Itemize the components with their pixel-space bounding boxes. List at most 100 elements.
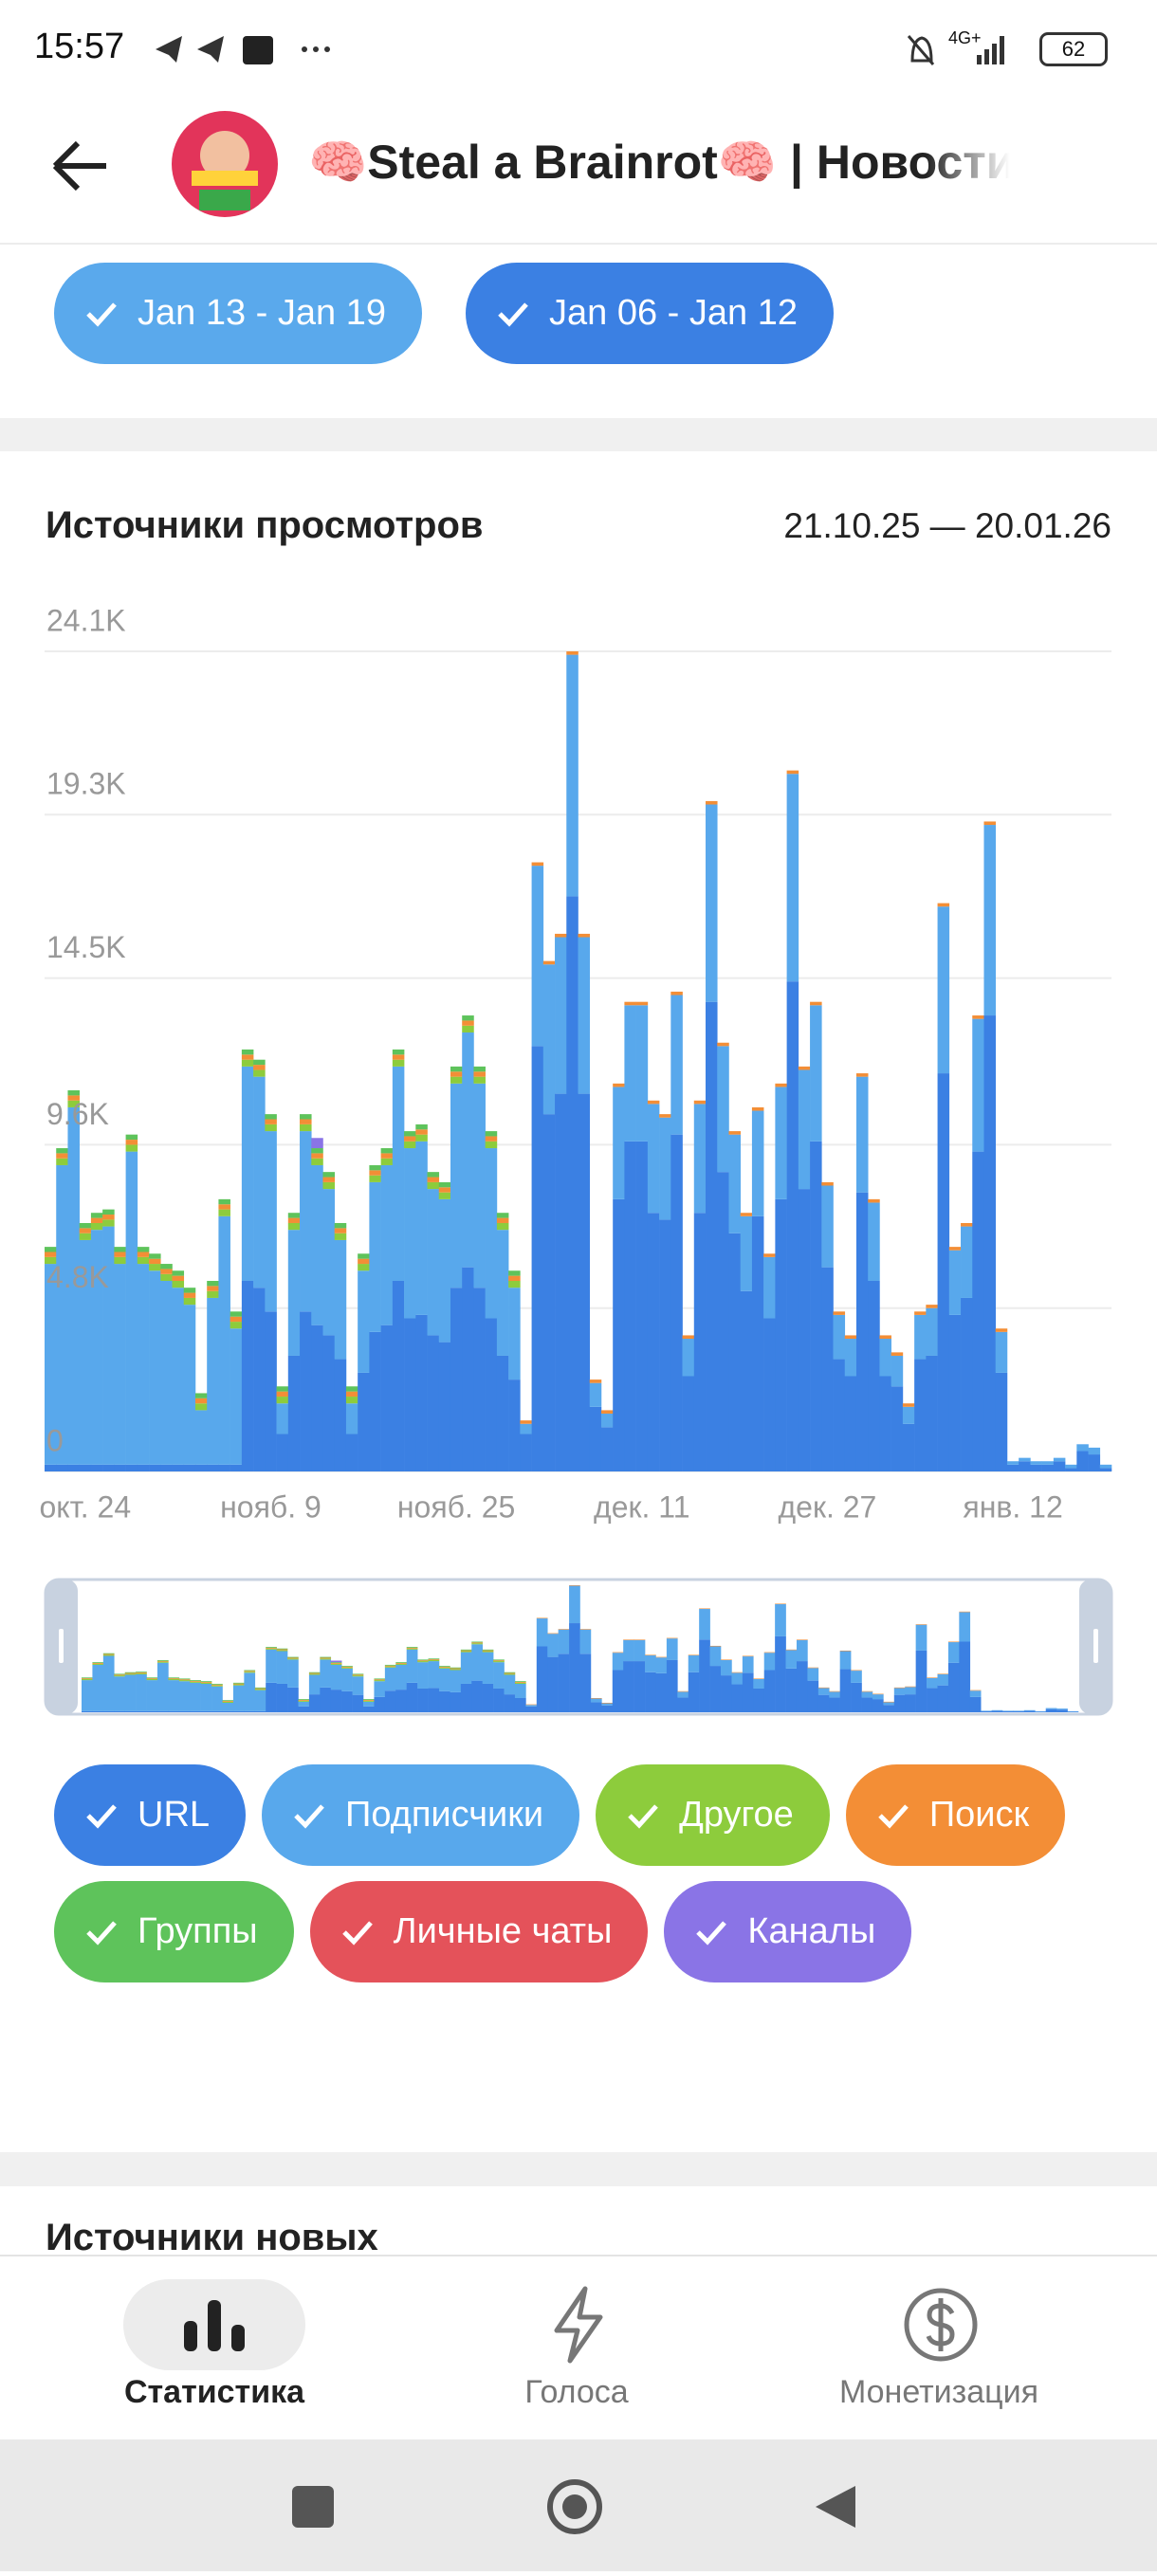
mini-bar [352,1676,364,1695]
bar [67,1095,80,1101]
week-chip[interactable]: Jan 06 - Jan 12 [466,263,834,364]
mini-bar [785,1649,798,1651]
legend-chip[interactable]: URL [54,1764,247,1866]
mini-bar [114,1673,125,1675]
y-tick-label: 4.8K [46,1260,109,1294]
bar [253,1065,266,1070]
bar [311,1164,323,1325]
bar [183,1305,196,1465]
mini-bar [536,1646,548,1712]
mini-bar [1067,1710,1079,1712]
bar [207,1290,219,1298]
mini-bar [569,1623,580,1712]
back-button[interactable] [47,133,114,199]
bar [914,1314,927,1360]
mini-bar [579,1629,592,1654]
bar [798,1069,811,1190]
mini-bar [861,1697,873,1712]
bar [404,1148,416,1319]
bar [241,1281,254,1471]
nav-label[interactable]: Монетизация [838,2374,1039,2410]
mini-bar [742,1672,754,1712]
bar [600,1413,614,1428]
mini-bar [82,1678,93,1681]
mini-bar [1035,1711,1047,1712]
mini-bar [905,1687,916,1695]
mini-bar [298,1699,310,1700]
nav-label[interactable]: Голоса [524,2374,629,2410]
bar [45,1251,57,1257]
bar [879,1376,891,1471]
bar [241,1049,254,1055]
bar [45,1256,57,1265]
mini-bar [124,1710,137,1712]
bar [56,1158,68,1165]
bar [207,1297,219,1465]
legend-chip[interactable]: Поиск [845,1764,1066,1866]
mini-bar [352,1675,364,1677]
bar [334,1222,347,1229]
mini-bar [893,1687,906,1689]
money-icon[interactable] [901,2285,981,2365]
system-buttons[interactable] [0,2439,1157,2571]
mini-bar [590,1698,602,1703]
mini-bar [525,1706,538,1712]
bar [300,1311,312,1471]
bar [114,1264,126,1465]
mini-bar [1035,1710,1047,1712]
mini-bar [244,1671,256,1672]
bar [855,1073,869,1077]
mini-bar [482,1650,494,1652]
signal-icons [907,35,1004,65]
bar [1041,1464,1055,1471]
mini-bar [514,1682,526,1684]
bar [961,1222,973,1227]
bar [948,1250,962,1315]
bar [844,1339,857,1377]
week-chip[interactable]: Jan 13 - Jan 19 [54,263,422,364]
bar [287,1222,301,1231]
nav-label[interactable]: Статистика [123,2374,305,2410]
bar [265,1124,277,1132]
bar [717,1042,729,1047]
mini-bar [395,1662,408,1664]
bar [555,1093,567,1471]
bar [647,1213,660,1471]
bar [751,1215,764,1471]
mini-bar [211,1683,223,1685]
mini-bar [438,1668,450,1691]
handle-grip [1093,1629,1098,1663]
mini-bar [666,1638,678,1660]
bar [207,1281,219,1287]
votes-icon[interactable] [545,2285,612,2365]
bar [531,862,544,867]
bar [230,1328,243,1465]
bar [369,1170,381,1176]
bar [358,1258,370,1265]
bar [90,1222,103,1231]
bar [740,1290,753,1471]
bar [473,1066,486,1072]
bar [728,1134,741,1233]
mini-bar [1067,1711,1079,1712]
bar [450,1071,463,1077]
legend-chip[interactable]: Группы [54,1881,294,1982]
bar [218,1215,230,1465]
mini-bar [341,1667,353,1669]
bar [287,1230,301,1356]
bar [427,1189,440,1336]
legend-chip[interactable]: Подписчики [262,1764,580,1866]
mini-bar [753,1678,765,1679]
legend-chip[interactable]: Каналы [664,1881,912,1982]
bar [380,1148,394,1154]
bar [485,1141,498,1149]
legend-chip[interactable]: Личные чаты [309,1881,649,1982]
mini-bar [677,1691,689,1698]
bar [728,1233,741,1471]
legend-chip[interactable]: Другое [596,1764,830,1866]
mini-bar [753,1678,765,1689]
bar [635,1005,649,1142]
mini-bar [775,1603,786,1605]
bar [868,1202,880,1282]
